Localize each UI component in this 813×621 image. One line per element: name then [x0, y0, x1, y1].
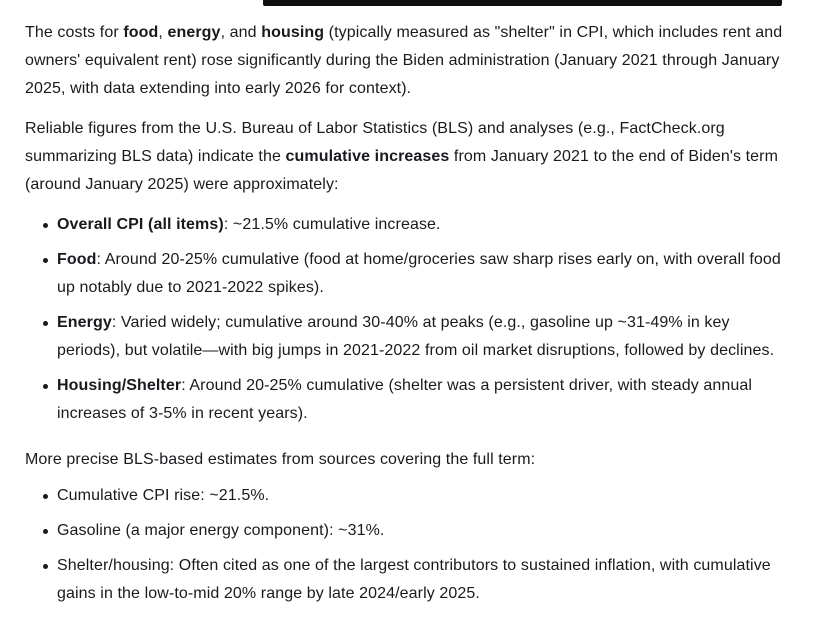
- list-item-text: Gasoline (a major energy component): ~31…: [57, 522, 385, 539]
- bold-term-energy: energy: [167, 24, 221, 41]
- bold-term-food: food: [123, 24, 159, 41]
- paragraph-text: , and: [220, 24, 262, 41]
- paragraph-sources: Reliable figures from the U.S. Bureau of…: [25, 115, 791, 199]
- list-item-term: Energy: [57, 314, 112, 331]
- precise-estimates-list: Cumulative CPI rise: ~21.5%. Gasoline (a…: [25, 482, 791, 608]
- paragraph-intro: The costs for food, energy, and housing …: [25, 19, 791, 103]
- list-item-shelter-housing: Shelter/housing: Often cited as one of t…: [43, 552, 791, 608]
- list-item-text: : Around 20-25% cumulative (food at home…: [57, 251, 781, 296]
- list-item-text: : Around 20-25% cumulative (shelter was …: [57, 377, 753, 422]
- list-item-food: Food: Around 20-25% cumulative (food at …: [43, 246, 791, 302]
- list-item-text: : Varied widely; cumulative around 30-40…: [57, 314, 775, 359]
- paragraph-text: from January 2021 to the end of Biden's …: [25, 148, 779, 193]
- message-body: The costs for food, energy, and housing …: [25, 19, 791, 608]
- bold-term-cumulative-increases: cumulative increases: [285, 148, 450, 165]
- list-item-text: : ~21.5% cumulative increase.: [223, 216, 441, 233]
- list-item-text: Shelter/housing: Often cited as one of t…: [57, 557, 771, 602]
- paragraph-text: ,: [158, 24, 168, 41]
- paragraph-precise-estimates: More precise BLS-based estimates from so…: [25, 446, 791, 474]
- list-item-housing-shelter: Housing/Shelter: Around 20-25% cumulativ…: [43, 372, 791, 428]
- paragraph-text: (typically measured as "shelter" in CPI,…: [25, 24, 783, 97]
- list-item-cumulative-cpi: Cumulative CPI rise: ~21.5%.: [43, 482, 791, 510]
- list-item-term: Housing/Shelter: [57, 377, 182, 394]
- list-item-term: Food: [57, 251, 97, 268]
- paragraph-text: The costs for: [25, 24, 124, 41]
- paragraph-text: Reliable figures from the U.S. Bureau of…: [25, 120, 725, 165]
- list-item-overall-cpi: Overall CPI (all items): ~21.5% cumulati…: [43, 211, 791, 239]
- bold-term-housing: housing: [261, 24, 325, 41]
- list-item-gasoline: Gasoline (a major energy component): ~31…: [43, 517, 791, 545]
- list-item-term: Overall CPI (all items): [57, 216, 224, 233]
- paragraph-text: More precise BLS-based estimates from so…: [25, 451, 536, 468]
- list-item-energy: Energy: Varied widely; cumulative around…: [43, 309, 791, 365]
- cumulative-increases-list: Overall CPI (all items): ~21.5% cumulati…: [25, 211, 791, 428]
- list-item-text: Cumulative CPI rise: ~21.5%.: [57, 487, 270, 504]
- cropped-dark-bar: [263, 0, 782, 6]
